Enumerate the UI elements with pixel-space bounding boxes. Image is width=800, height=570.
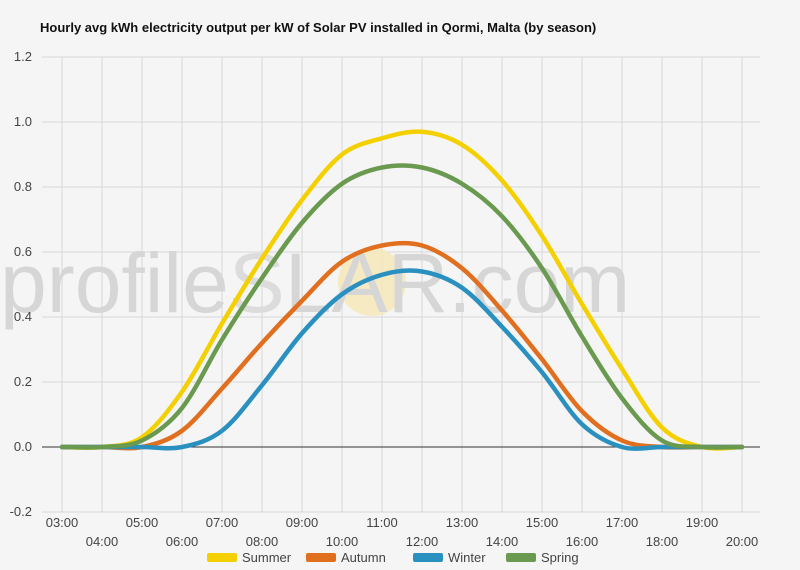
- series-line-summer: [59, 129, 745, 451]
- legend-label-spring: Spring: [541, 550, 579, 565]
- x-tick-label: 16:00: [566, 534, 599, 549]
- series-line-autumn: [59, 240, 745, 451]
- legend-swatch-summer: [207, 553, 237, 562]
- y-tick-label: 0.8: [14, 179, 32, 194]
- watermark-left: profile: [0, 236, 229, 330]
- x-tick-label: 10:00: [326, 534, 359, 549]
- x-tick-label: 12:00: [406, 534, 439, 549]
- legend-label-summer: Summer: [242, 550, 292, 565]
- x-tick-label: 17:00: [606, 515, 639, 530]
- x-tick-label: 15:00: [526, 515, 559, 530]
- x-tick-label: 08:00: [246, 534, 279, 549]
- legend-swatch-winter: [413, 553, 443, 562]
- chart-title: Hourly avg kWh electricity output per kW…: [40, 20, 597, 35]
- x-tick-label: 04:00: [86, 534, 119, 549]
- x-tick-label: 13:00: [446, 515, 479, 530]
- x-tick-label: 11:00: [366, 515, 398, 530]
- series-line-spring: [59, 163, 745, 450]
- x-tick-label: 14:00: [486, 534, 519, 549]
- watermark-sun: [338, 248, 406, 316]
- x-tick-label: 07:00: [206, 515, 239, 530]
- legend-label-autumn: Autumn: [341, 550, 386, 565]
- x-tick-label: 09:00: [286, 515, 319, 530]
- y-tick-label: 0.6: [14, 244, 32, 259]
- legend-swatch-spring: [506, 553, 536, 562]
- legend-label-winter: Winter: [448, 550, 486, 565]
- legend: Summer Autumn Winter Spring: [207, 550, 579, 565]
- x-tick-label: 05:00: [126, 515, 159, 530]
- y-tick-label: 0.4: [14, 309, 32, 324]
- y-tick-label: 0.2: [14, 374, 32, 389]
- x-tick-label: 06:00: [166, 534, 199, 549]
- watermark: profileSLAR.com: [0, 236, 630, 330]
- y-tick-label: 1.0: [14, 114, 32, 129]
- y-tick-label: -0.2: [10, 504, 32, 519]
- x-tick-label: 19:00: [686, 515, 719, 530]
- x-tick-label: 18:00: [646, 534, 679, 549]
- y-tick-label: 0.0: [14, 439, 32, 454]
- x-tick-label: 20:00: [726, 534, 759, 549]
- series-layer: [59, 129, 745, 451]
- axis-layer: -0.2 0.0 0.2 0.4 0.6 0.8 1.0 1.2 03:00 04:00 05:00…: [10, 49, 760, 549]
- series-line-winter: [59, 268, 745, 451]
- y-tick-label: 1.2: [14, 49, 32, 64]
- watermark-text: profileSLAR.com: [0, 236, 630, 330]
- x-tick-label: 03:00: [46, 515, 79, 530]
- grid-layer: [42, 56, 760, 513]
- legend-swatch-autumn: [306, 553, 336, 562]
